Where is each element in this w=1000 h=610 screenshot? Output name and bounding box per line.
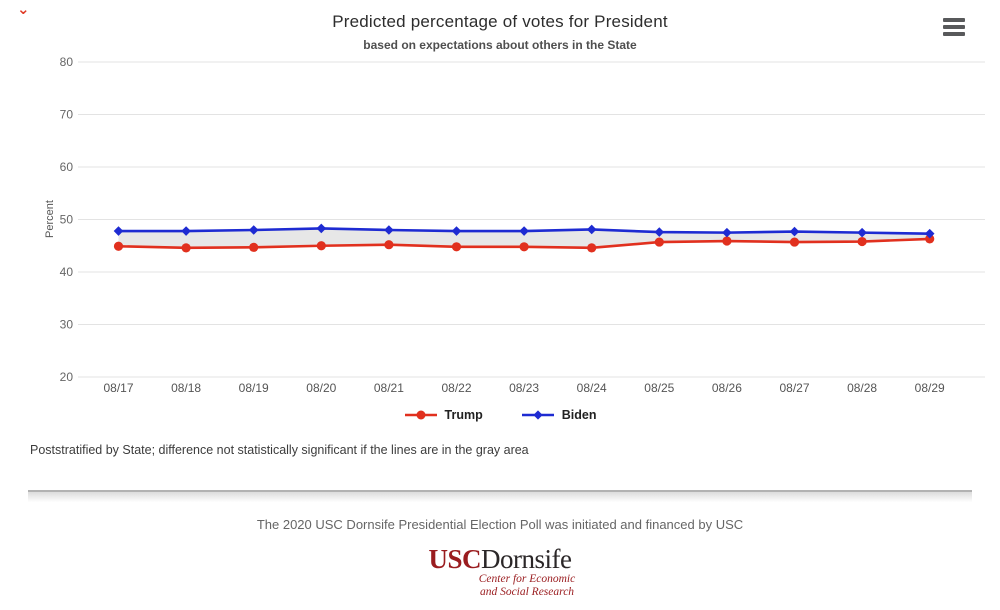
trump-point[interactable] [587, 243, 597, 253]
trump-legend-marker-icon [404, 410, 437, 420]
biden-point[interactable] [181, 226, 191, 236]
x-tick-label: 08/28 [847, 381, 877, 395]
biden-point[interactable] [248, 225, 259, 235]
y-tick-label: 20 [60, 370, 74, 384]
logo-tagline-line2: and Social Research [479, 586, 575, 598]
usc-dornsife-logo: USCDornsife Center for Economic and Soci… [0, 545, 1000, 599]
y-tick-label: 60 [60, 160, 74, 174]
legend-label-biden: Biden [561, 408, 597, 422]
biden-point[interactable] [451, 226, 462, 236]
legend-label-trump: Trump [444, 408, 483, 422]
x-tick-label: 08/27 [779, 381, 809, 395]
x-tick-label: 08/17 [103, 381, 133, 395]
biden-point[interactable] [316, 223, 327, 234]
x-tick-label: 08/22 [441, 381, 471, 395]
y-tick-label: 40 [60, 265, 74, 279]
trump-point[interactable] [249, 242, 259, 252]
biden-legend-marker-icon [521, 410, 554, 420]
red-caret-mark: ⌄ [17, 1, 30, 18]
section-divider [28, 490, 972, 504]
page-subtitle: based on expectations about others in th… [363, 38, 637, 52]
biden-point[interactable] [519, 226, 529, 236]
trump-point[interactable] [451, 242, 462, 252]
biden-point[interactable] [789, 226, 800, 237]
logo-wordmark: USCDornsife [0, 545, 1000, 573]
y-tick-label: 50 [60, 213, 74, 227]
funding-credit: The 2020 USC Dornsife Presidential Elect… [256, 517, 744, 532]
x-tick-label: 08/24 [577, 381, 607, 395]
chart-footnote: Poststratified by State; difference not … [30, 443, 529, 457]
x-tick-label: 08/29 [915, 381, 945, 395]
biden-point[interactable] [654, 227, 665, 237]
x-tick-label: 08/25 [644, 381, 674, 395]
logo-tagline: Center for Economic and Social Research [27, 573, 1000, 599]
logo-tagline-line1: Center for Economic [478, 573, 576, 585]
trump-point[interactable] [857, 236, 867, 247]
biden-point[interactable] [924, 228, 935, 239]
trump-point[interactable] [654, 237, 664, 247]
trump-point[interactable] [789, 237, 800, 247]
biden-point[interactable] [722, 227, 732, 238]
logo-dornsife: Dornsife [481, 544, 572, 574]
y-tick-label: 80 [60, 55, 74, 69]
biden-point[interactable] [113, 226, 124, 236]
legend-item-trump[interactable]: Trump [404, 408, 483, 422]
trump-point[interactable] [181, 243, 191, 253]
trump-point[interactable] [722, 236, 732, 246]
biden-point[interactable] [586, 224, 597, 235]
trump-point[interactable] [113, 241, 124, 251]
menu-button[interactable] [943, 16, 967, 38]
x-tick-label: 08/19 [239, 381, 269, 395]
trump-point[interactable] [925, 234, 935, 244]
trump-point[interactable] [519, 242, 529, 252]
y-tick-label: 70 [60, 108, 74, 122]
x-tick-label: 08/20 [306, 381, 336, 395]
y-axis-title: Percent [44, 200, 56, 238]
biden-point[interactable] [384, 225, 394, 235]
trump-point[interactable] [316, 241, 326, 251]
y-tick-label: 30 [60, 318, 74, 332]
chart-canvas: 80 70 60 50 40 30 20 08/17 08/18 08/19 08/20 08/21 0… [60, 55, 985, 395]
x-tick-label: 08/26 [712, 381, 742, 395]
x-tick-label: 08/23 [509, 381, 539, 395]
chart-legend: Trump Biden [0, 408, 1000, 422]
legend-item-biden[interactable]: Biden [521, 408, 597, 422]
biden-point[interactable] [857, 227, 867, 238]
logo-usc: USC [428, 544, 482, 574]
trump-point[interactable] [384, 240, 394, 250]
page-title: Predicted percentage of votes for Presid… [332, 12, 668, 31]
x-tick-label: 08/18 [171, 381, 201, 395]
x-tick-label: 08/21 [374, 381, 404, 395]
